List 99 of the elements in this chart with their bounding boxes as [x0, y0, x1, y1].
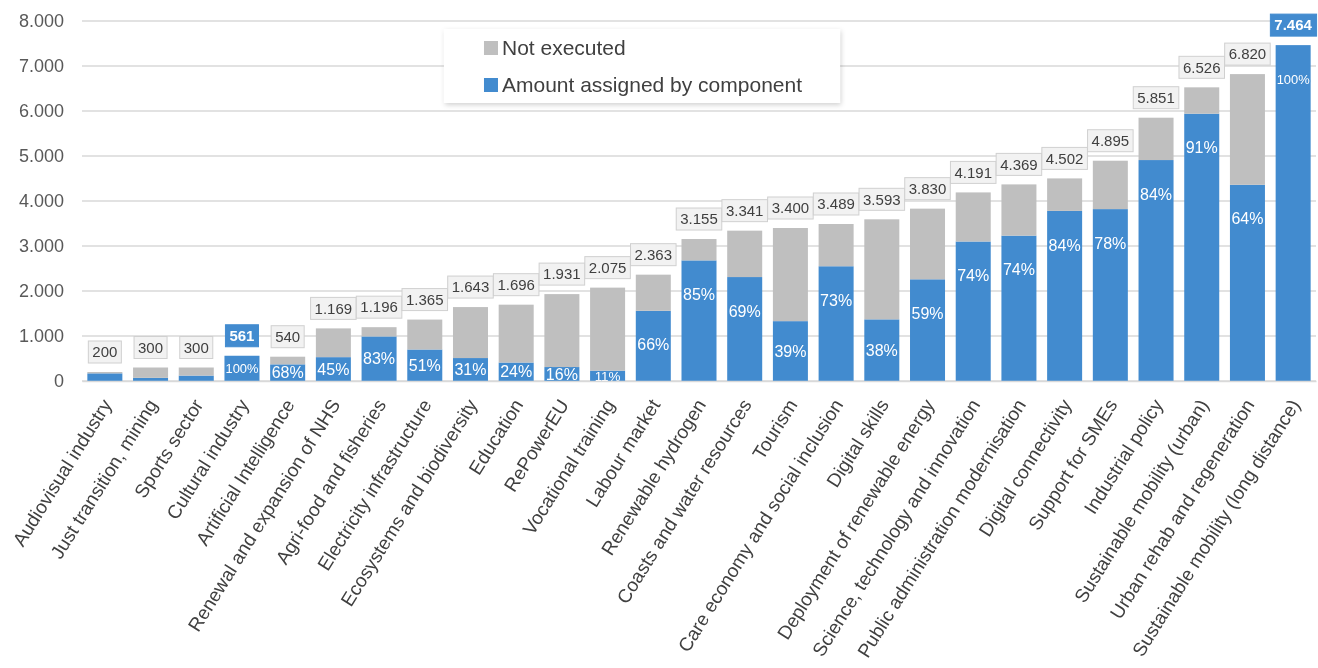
bar: [361, 327, 397, 337]
total-label: 3.155: [680, 210, 718, 228]
bar: [681, 260, 717, 381]
total-label: 3.830: [908, 179, 947, 197]
bar: [178, 375, 214, 381]
total-label: 4.502: [1045, 149, 1084, 167]
y-tick-label: 7.000: [18, 56, 64, 77]
annotation: 83%: [363, 350, 396, 368]
bar: [818, 224, 854, 267]
annotation: 16%: [545, 365, 578, 383]
y-tick-label: 3.000: [18, 236, 64, 257]
total-label: 4.369: [1000, 155, 1038, 173]
total-label: 6.820: [1228, 45, 1267, 63]
total-label: 2.363: [634, 245, 673, 263]
annotation: 31%: [454, 361, 487, 379]
total-label: 200: [92, 343, 118, 361]
annotation: 74%: [1002, 261, 1035, 279]
total-label: 300: [138, 338, 164, 356]
annotation: 64%: [1231, 210, 1264, 228]
total-label: 1.169: [314, 299, 353, 317]
annotation: 68%: [271, 364, 304, 382]
total-label: 3.400: [771, 199, 810, 217]
bar: [1275, 45, 1311, 381]
bar: [452, 307, 488, 359]
legend-label: Not executed: [501, 36, 626, 60]
total-label: 4.191: [954, 163, 992, 181]
total-label: 300: [183, 338, 209, 356]
total-label: 5.851: [1137, 88, 1175, 106]
annotation: 39%: [774, 342, 807, 360]
y-tick-label: 2.000: [18, 281, 64, 302]
annotation: 66%: [637, 336, 670, 354]
total-label: 3.593: [863, 190, 901, 208]
total-label: 6.526: [1182, 58, 1221, 76]
total-label: 1.931: [543, 265, 581, 283]
bar: [544, 294, 580, 368]
total-label: 561: [229, 327, 255, 345]
bar: [955, 241, 991, 381]
bar: [635, 274, 671, 311]
total-label: 1.696: [497, 275, 535, 293]
annotation: 11%: [594, 368, 621, 384]
annotation: 38%: [865, 341, 898, 359]
annotation: 85%: [682, 286, 716, 303]
bar: [498, 304, 534, 363]
y-tick-label: 8.000: [18, 11, 64, 32]
bar: [1138, 117, 1174, 161]
bar: [955, 192, 991, 242]
y-tick-label: 1.000: [18, 326, 64, 347]
annotation: 51%: [408, 356, 441, 374]
legend-label: Amount assigned by component: [501, 73, 803, 97]
annotation: 84%: [1048, 236, 1081, 254]
bar: [1092, 160, 1128, 210]
bar: [1001, 235, 1037, 381]
bar: [1047, 210, 1083, 381]
total-label: 1.643: [451, 278, 490, 296]
annotation: 69%: [728, 302, 761, 320]
total-label: 4.895: [1091, 131, 1130, 149]
bar: [178, 367, 214, 376]
bar: [1001, 184, 1037, 236]
bar: [910, 208, 946, 280]
y-tick-label: 6.000: [18, 101, 64, 122]
annotation: 100%: [225, 360, 259, 376]
annotation: 45%: [317, 360, 350, 378]
bar: [727, 230, 763, 278]
annotation: 100%: [1276, 71, 1310, 87]
total-label: 7.464: [1274, 16, 1313, 34]
total-label: 540: [275, 327, 301, 345]
total-label: 1.196: [360, 298, 398, 316]
annotation: 74%: [957, 267, 990, 285]
total-label: 3.341: [725, 201, 764, 219]
y-tick-label: 5.000: [18, 146, 64, 167]
total-label: 3.489: [817, 195, 855, 213]
bar: [315, 328, 351, 358]
total-label: 1.365: [406, 290, 444, 308]
bar: [864, 219, 900, 320]
bar: [818, 266, 854, 381]
annotation: 91%: [1185, 139, 1218, 157]
y-tick-label: 0: [53, 371, 64, 392]
bar: [407, 319, 443, 350]
bar: [1184, 113, 1220, 381]
bar: [1229, 184, 1265, 381]
total-label: 2.075: [588, 258, 627, 276]
bar: [681, 239, 717, 261]
annotation: 59%: [911, 304, 944, 322]
annotation: 84%: [1140, 185, 1173, 203]
bar: [1184, 87, 1220, 114]
bar: [133, 367, 169, 378]
bar: [590, 287, 626, 371]
bar: [270, 356, 306, 365]
bar: [1047, 178, 1083, 211]
annotation: 73%: [820, 291, 853, 309]
bar: [1229, 74, 1265, 185]
bar: [1138, 160, 1174, 381]
annotation: 78%: [1094, 234, 1127, 252]
bar: [772, 228, 808, 322]
bar: [87, 373, 123, 381]
y-tick-label: 4.000: [18, 191, 64, 212]
annotation: 24%: [500, 363, 533, 381]
bar: [133, 377, 169, 381]
bar: [1092, 209, 1128, 381]
